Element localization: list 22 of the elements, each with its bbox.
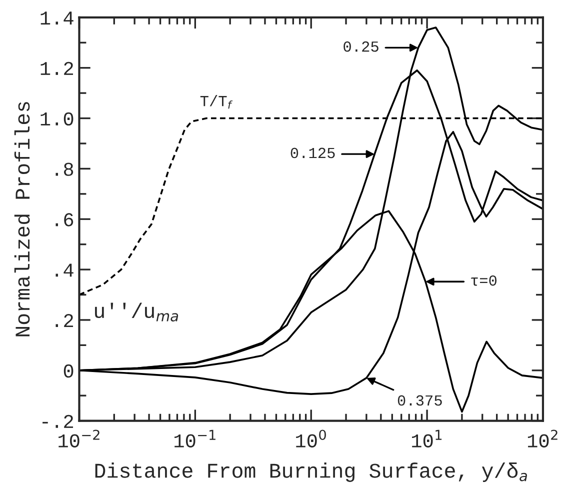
x-axis-title: Distance From Burning Surface, y/δ$_{a}$ (95, 462, 527, 482)
y-tick-label: .8 (56, 162, 74, 176)
y-tick-label: 0 (64, 364, 74, 378)
y-tick-label: .6 (56, 213, 74, 226)
x-tick-label: 10$^{−1}$ (174, 430, 216, 448)
x-tick-label: 10$^{−2}$ (58, 430, 100, 448)
y-tick-label: 1.0 (40, 112, 74, 126)
x-tick-label: 10$^{2}$ (528, 430, 558, 448)
y-tick-label: 1.2 (40, 62, 74, 75)
annotation: T/T$_{f}$ (200, 95, 233, 109)
y-tick-label: -.2 (42, 414, 74, 428)
y-tick-label: .2 (56, 314, 74, 328)
y-tick-label: 1.4 (40, 12, 74, 24)
annotation: 0.375 (398, 395, 442, 406)
annotation: u''/u$_{ma}$ (95, 302, 178, 322)
x-tick-label: 10$^{1}$ (412, 430, 442, 448)
annotation: τ=0 (471, 275, 497, 286)
x-tick-label: 10$^{0}$ (296, 430, 326, 448)
annotation: 0.125 (290, 148, 335, 158)
y-tick-label: .4 (56, 264, 74, 277)
annotation: 0.25 (344, 41, 378, 52)
y-axis-title: Normalized Profiles (14, 102, 30, 336)
